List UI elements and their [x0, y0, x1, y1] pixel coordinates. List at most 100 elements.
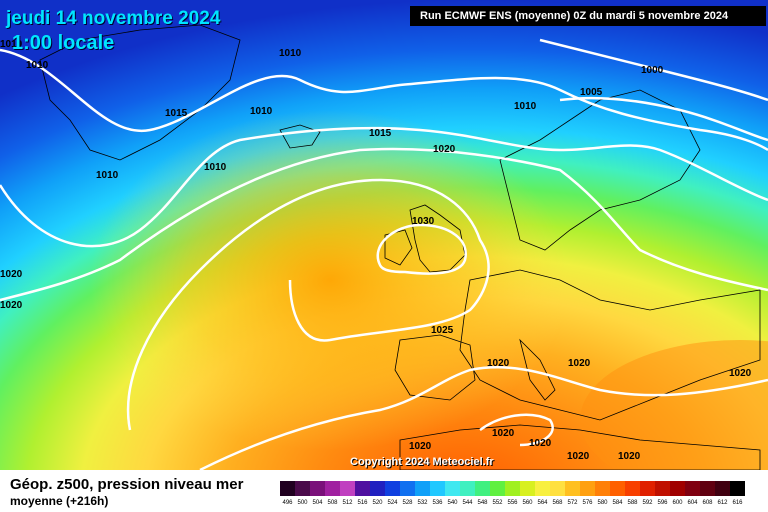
color-scale-tick: 612: [717, 500, 728, 506]
color-swatch: [625, 481, 640, 496]
color-scale-tick: 592: [642, 500, 653, 506]
isobar-label: 1010: [26, 60, 49, 71]
geopotential-map: 1010 1010 1010 1015 1010 1010 1010 1015 …: [0, 0, 768, 470]
isobar-1015: [0, 126, 768, 248]
color-scale-tick: 568: [552, 500, 563, 506]
color-swatch: [655, 481, 670, 496]
color-scale-tick: 508: [327, 500, 338, 506]
isobar-label: 1005: [580, 87, 603, 98]
isobars: [0, 38, 768, 470]
isobar-1020-south: [199, 366, 768, 470]
color-scale-tick: 556: [507, 500, 518, 506]
great-britain-outline: [409, 204, 466, 273]
isobar-label: 1020: [618, 451, 641, 462]
isobar-label: 1010: [250, 106, 273, 117]
color-swatch: [550, 481, 565, 496]
forecast-date: jeudi 14 novembre 2024: [6, 8, 221, 29]
color-swatch: [490, 481, 505, 496]
isobar-label: 1010: [0, 39, 23, 50]
color-scale-tick: 528: [402, 500, 413, 506]
color-scale-tick: 572: [567, 500, 578, 506]
color-scale-tick: 500: [297, 500, 308, 506]
color-scale-tick: 520: [372, 500, 383, 506]
color-swatch: [535, 481, 550, 496]
color-swatch: [715, 481, 730, 496]
forecast-time: 1:00 locale: [12, 32, 115, 54]
color-swatch: [730, 481, 745, 496]
isobar-1030: [376, 223, 468, 275]
color-swatch: [325, 481, 340, 496]
color-swatch: [355, 481, 370, 496]
color-scale-tick: 576: [582, 500, 593, 506]
ireland-outline: [384, 229, 413, 266]
color-swatch: [415, 481, 430, 496]
isobar-label: 1020: [487, 358, 510, 369]
color-scale-tick: 552: [492, 500, 503, 506]
color-scale-tick: 532: [417, 500, 428, 506]
isobar-label: 1000: [641, 65, 664, 76]
isobar-label: 1010: [279, 48, 302, 59]
ridge-high-geopotential: [90, 110, 570, 450]
color-swatch: [610, 481, 625, 496]
color-scale-tick: 524: [387, 500, 398, 506]
iceland-outline: [279, 124, 321, 149]
color-scale-tick: 536: [432, 500, 443, 506]
color-scale-tick: 564: [537, 500, 548, 506]
color-swatch: [580, 481, 595, 496]
color-scale-tick: 560: [522, 500, 533, 506]
color-swatch: [370, 481, 385, 496]
isobar-label: 1010: [204, 162, 227, 173]
isobar-1010-north: [0, 48, 768, 152]
isobar-1025: [126, 178, 490, 431]
color-scale-tick: 588: [627, 500, 638, 506]
isobar-label: 1020: [729, 368, 752, 379]
isobar-label: 1020: [409, 441, 432, 452]
legend-bar: Géop. z500, pression niveau mer moyenne …: [0, 470, 768, 512]
color-swatch: [565, 481, 580, 496]
parameter-subtitle: moyenne (+216h): [10, 494, 109, 508]
isobar-label: 1020: [529, 438, 552, 449]
copyright-notice: Copyright 2024 Meteociel.fr: [350, 456, 494, 468]
color-swatch: [295, 481, 310, 496]
color-swatch: [685, 481, 700, 496]
color-swatch: [595, 481, 610, 496]
color-scale-tick: 584: [612, 500, 623, 506]
model-run-info: Run ECMWF ENS (moyenne) 0Z du mardi 5 no…: [410, 6, 766, 26]
color-scale-tick: 596: [657, 500, 668, 506]
isobar-label: 1025: [431, 325, 454, 336]
scandinavia-outline: [499, 89, 701, 251]
color-scale-tick: 600: [672, 500, 683, 506]
color-swatch: [700, 481, 715, 496]
parameter-title: Géop. z500, pression niveau mer: [10, 476, 244, 493]
iberia-outline: [394, 334, 476, 401]
italy-outline: [519, 338, 556, 401]
color-scale-tick: 580: [597, 500, 608, 506]
color-scale-tick: 604: [687, 500, 698, 506]
color-swatch: [340, 481, 355, 496]
isobar-1000: [539, 38, 768, 102]
color-scale-tick: 504: [312, 500, 323, 506]
isobar-label: 1015: [165, 108, 188, 119]
color-swatch: [445, 481, 460, 496]
color-swatch: [385, 481, 400, 496]
isobar-label: 1010: [96, 170, 119, 181]
isobar-label: 1020: [568, 358, 591, 369]
isobar-label: 1020: [433, 144, 456, 155]
isobar-label: 1010: [514, 101, 537, 112]
color-scale-tick: 608: [702, 500, 713, 506]
isobar-label: 1020: [567, 451, 590, 462]
isobar-1020-upper: [0, 147, 768, 302]
isobar-label: 1030: [412, 216, 435, 227]
color-scale-tick: 548: [477, 500, 488, 506]
isobar-label: 1015: [369, 128, 392, 139]
color-scale-tick: 512: [342, 500, 353, 506]
north-africa-outline: [399, 424, 761, 470]
color-swatch: [430, 481, 445, 496]
color-scale: [280, 481, 745, 496]
color-swatch: [520, 481, 535, 496]
isobar-1005: [559, 96, 768, 142]
color-swatch: [475, 481, 490, 496]
color-swatch: [280, 481, 295, 496]
isobar-1020-med: [479, 413, 554, 447]
